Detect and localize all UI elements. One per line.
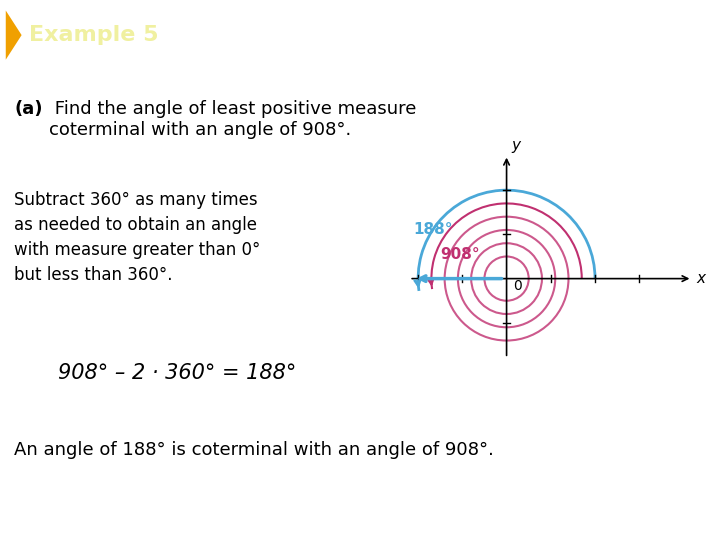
Text: x: x [697, 271, 706, 286]
Text: An angle of 188° is coterminal with an angle of 908°.: An angle of 188° is coterminal with an a… [14, 441, 494, 460]
Text: Subtract 360° as many times
as needed to obtain an angle
with measure greater th: Subtract 360° as many times as needed to… [14, 191, 261, 284]
Text: 0: 0 [513, 279, 522, 293]
Text: Example 5: Example 5 [29, 25, 158, 45]
Text: ALWAYS LEARNING: ALWAYS LEARNING [14, 516, 117, 526]
Text: 908° – 2 · 360° = 188°: 908° – 2 · 360° = 188° [58, 362, 296, 383]
Text: 188°: 188° [414, 222, 453, 238]
Text: 20: 20 [677, 514, 698, 529]
Text: Find the angle of least positive measure
coterminal with an angle of 908°.: Find the angle of least positive measure… [49, 100, 416, 139]
Text: 908°: 908° [440, 247, 480, 262]
Polygon shape [6, 10, 22, 60]
Text: (a): (a) [14, 100, 43, 118]
Text: COTERMINAL ANGLES: COTERMINAL ANGLES [252, 41, 489, 60]
Text: Copyright © 2013, 2009, 2005 Pearson Education, Inc.: Copyright © 2013, 2009, 2005 Pearson Edu… [217, 516, 503, 526]
Text: y: y [511, 138, 520, 153]
Text: FINDING MEASURES OF: FINDING MEASURES OF [252, 10, 508, 29]
Text: PEARSON: PEARSON [590, 512, 692, 530]
